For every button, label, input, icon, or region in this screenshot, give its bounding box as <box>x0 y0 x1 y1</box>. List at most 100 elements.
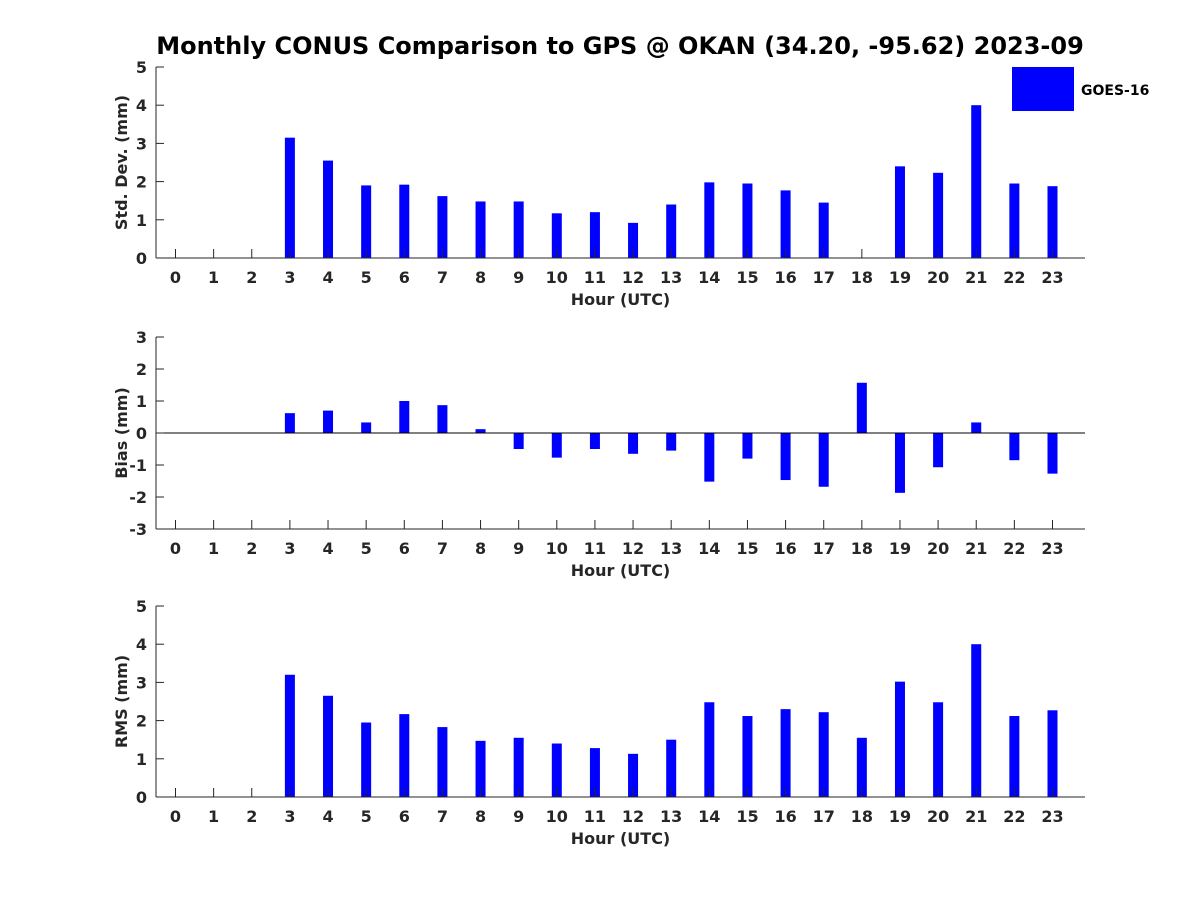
bar-hour-12 <box>628 433 639 454</box>
bar-hour-14 <box>704 702 715 797</box>
bar-hour-11 <box>589 212 600 258</box>
y-tick-label: 0 <box>136 249 147 268</box>
x-tick-label: 8 <box>475 268 486 287</box>
bar-hour-13 <box>666 204 677 258</box>
bar-hour-16 <box>780 709 791 797</box>
x-tick-label: 23 <box>1041 807 1063 826</box>
bar-hour-7 <box>437 727 448 797</box>
bar-hour-19 <box>894 166 905 258</box>
x-tick-label: 19 <box>889 268 911 287</box>
y-axis-label: Bias (mm) <box>112 387 131 479</box>
legend-swatch <box>1012 67 1074 111</box>
x-tick-label: 1 <box>208 539 219 558</box>
x-tick-label: 4 <box>322 807 333 826</box>
y-tick-label: 3 <box>136 328 147 347</box>
bar-hour-16 <box>780 433 791 481</box>
x-tick-label: 9 <box>513 807 524 826</box>
x-tick-label: 4 <box>322 539 333 558</box>
bar-hour-20 <box>933 172 944 258</box>
x-tick-label: 1 <box>208 807 219 826</box>
bar-hour-4 <box>323 410 334 433</box>
legend-label: GOES-16 <box>1081 83 1149 99</box>
x-tick-label: 11 <box>584 807 606 826</box>
bar-hour-12 <box>628 753 639 797</box>
bar-hour-4 <box>323 160 334 258</box>
y-tick-label: 0 <box>136 424 147 443</box>
x-tick-label: 5 <box>361 539 372 558</box>
bar-hour-14 <box>704 182 715 258</box>
bar-hour-5 <box>361 722 372 797</box>
y-tick-label: 2 <box>136 712 147 731</box>
x-tick-label: 1 <box>208 268 219 287</box>
y-tick-label: 4 <box>136 96 147 115</box>
x-tick-label: 20 <box>927 268 949 287</box>
y-tick-label: 4 <box>136 635 147 654</box>
bar-hour-14 <box>704 433 715 482</box>
bar-hour-23 <box>1047 186 1058 258</box>
x-tick-label: 17 <box>813 807 835 826</box>
x-tick-label: 23 <box>1041 539 1063 558</box>
x-tick-label: 0 <box>170 807 181 826</box>
x-tick-label: 3 <box>284 539 295 558</box>
y-tick-label: 5 <box>136 597 147 616</box>
bar-hour-3 <box>284 413 295 433</box>
bar-hour-21 <box>971 422 982 433</box>
x-tick-label: 11 <box>584 268 606 287</box>
x-tick-label: 15 <box>736 268 758 287</box>
y-axis-label: RMS (mm) <box>112 655 131 748</box>
bar-hour-7 <box>437 405 448 433</box>
bar-hour-5 <box>361 422 372 433</box>
x-tick-label: 6 <box>399 268 410 287</box>
y-tick-label: 3 <box>136 134 147 153</box>
bar-hour-9 <box>513 433 524 449</box>
x-tick-label: 0 <box>170 539 181 558</box>
bar-hour-22 <box>1009 716 1020 797</box>
x-tick-label: 9 <box>513 539 524 558</box>
bar-hour-22 <box>1009 183 1020 258</box>
y-tick-label: -3 <box>129 520 147 539</box>
x-axis-label: Hour (UTC) <box>571 290 671 309</box>
bar-hour-20 <box>933 702 944 797</box>
x-tick-label: 17 <box>813 268 835 287</box>
bar-hour-22 <box>1009 433 1020 461</box>
bar-hour-13 <box>666 739 677 797</box>
x-tick-label: 17 <box>813 539 835 558</box>
x-tick-label: 18 <box>851 539 873 558</box>
y-tick-label: 1 <box>136 392 147 411</box>
x-axis-label: Hour (UTC) <box>571 561 671 580</box>
x-tick-label: 5 <box>361 268 372 287</box>
x-tick-label: 5 <box>361 807 372 826</box>
x-tick-label: 21 <box>965 268 987 287</box>
x-tick-label: 2 <box>246 807 257 826</box>
x-tick-label: 14 <box>698 807 720 826</box>
bar-hour-10 <box>551 743 562 797</box>
x-tick-label: 19 <box>889 539 911 558</box>
bar-hour-23 <box>1047 710 1058 797</box>
bar-hour-5 <box>361 185 372 258</box>
figure-title: Monthly CONUS Comparison to GPS @ OKAN (… <box>156 32 1084 60</box>
bar-hour-17 <box>818 202 829 258</box>
bar-hour-19 <box>894 433 905 493</box>
y-tick-label: 0 <box>136 788 147 807</box>
x-tick-label: 10 <box>546 807 568 826</box>
x-tick-label: 15 <box>736 807 758 826</box>
bar-hour-13 <box>666 433 677 451</box>
bar-hour-6 <box>399 401 410 433</box>
y-tick-label: 3 <box>136 673 147 692</box>
bar-hour-20 <box>933 433 944 468</box>
x-tick-label: 12 <box>622 268 644 287</box>
x-tick-label: 6 <box>399 807 410 826</box>
y-tick-label: -2 <box>129 488 147 507</box>
x-tick-label: 8 <box>475 539 486 558</box>
bar-hour-7 <box>437 196 448 258</box>
bar-hour-9 <box>513 737 524 797</box>
bar-hour-17 <box>818 712 829 797</box>
x-tick-label: 13 <box>660 539 682 558</box>
x-tick-label: 7 <box>437 268 448 287</box>
bar-hour-11 <box>589 748 600 797</box>
x-tick-label: 14 <box>698 268 720 287</box>
x-tick-label: 13 <box>660 268 682 287</box>
bar-hour-10 <box>551 213 562 258</box>
